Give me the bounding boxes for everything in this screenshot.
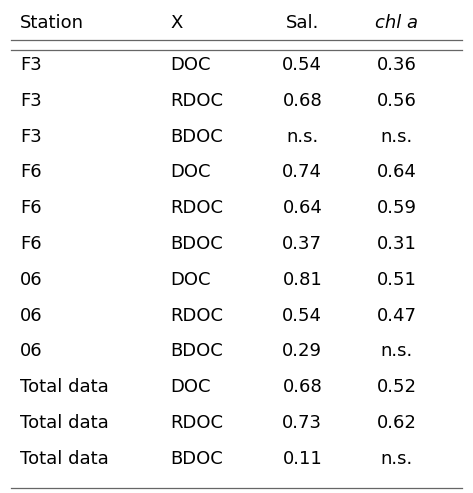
Text: BDOC: BDOC	[171, 128, 223, 146]
Text: BDOC: BDOC	[171, 343, 223, 360]
Text: 0.68: 0.68	[282, 378, 322, 396]
Text: Total data: Total data	[20, 414, 109, 432]
Text: F3: F3	[20, 56, 42, 74]
Text: DOC: DOC	[171, 378, 211, 396]
Text: 0.11: 0.11	[282, 450, 322, 468]
Text: 0.54: 0.54	[282, 307, 322, 324]
Text: 0.73: 0.73	[282, 414, 322, 432]
Text: 0.81: 0.81	[282, 271, 322, 289]
Text: 0.47: 0.47	[377, 307, 416, 324]
Text: BDOC: BDOC	[171, 450, 223, 468]
Text: DOC: DOC	[171, 164, 211, 181]
Text: 06: 06	[20, 307, 43, 324]
Text: 0.64: 0.64	[282, 199, 322, 217]
Text: RDOC: RDOC	[171, 92, 224, 110]
Text: 0.54: 0.54	[282, 56, 322, 74]
Text: Total data: Total data	[20, 378, 109, 396]
Text: DOC: DOC	[171, 271, 211, 289]
Text: 0.64: 0.64	[377, 164, 416, 181]
Text: F3: F3	[20, 128, 42, 146]
Text: RDOC: RDOC	[171, 414, 224, 432]
Text: 0.56: 0.56	[377, 92, 416, 110]
Text: 0.31: 0.31	[377, 235, 416, 253]
Text: 06: 06	[20, 271, 43, 289]
Text: n.s.: n.s.	[380, 343, 412, 360]
Text: 06: 06	[20, 343, 43, 360]
Text: 0.59: 0.59	[377, 199, 416, 217]
Text: Station: Station	[20, 14, 84, 33]
Text: 0.62: 0.62	[377, 414, 416, 432]
Text: F6: F6	[20, 199, 42, 217]
Text: F3: F3	[20, 92, 42, 110]
Text: X: X	[171, 14, 183, 33]
Text: 0.51: 0.51	[377, 271, 416, 289]
Text: 0.36: 0.36	[377, 56, 416, 74]
Text: Total data: Total data	[20, 450, 109, 468]
Text: n.s.: n.s.	[286, 128, 318, 146]
Text: RDOC: RDOC	[171, 307, 224, 324]
Text: F6: F6	[20, 235, 42, 253]
Text: 0.52: 0.52	[377, 378, 416, 396]
Text: n.s.: n.s.	[380, 128, 412, 146]
Text: 0.37: 0.37	[282, 235, 322, 253]
Text: F6: F6	[20, 164, 42, 181]
Text: Sal.: Sal.	[286, 14, 319, 33]
Text: 0.68: 0.68	[282, 92, 322, 110]
Text: chl a: chl a	[375, 14, 418, 33]
Text: 0.74: 0.74	[282, 164, 322, 181]
Text: 0.29: 0.29	[282, 343, 322, 360]
Text: DOC: DOC	[171, 56, 211, 74]
Text: BDOC: BDOC	[171, 235, 223, 253]
Text: n.s.: n.s.	[380, 450, 412, 468]
Text: RDOC: RDOC	[171, 199, 224, 217]
